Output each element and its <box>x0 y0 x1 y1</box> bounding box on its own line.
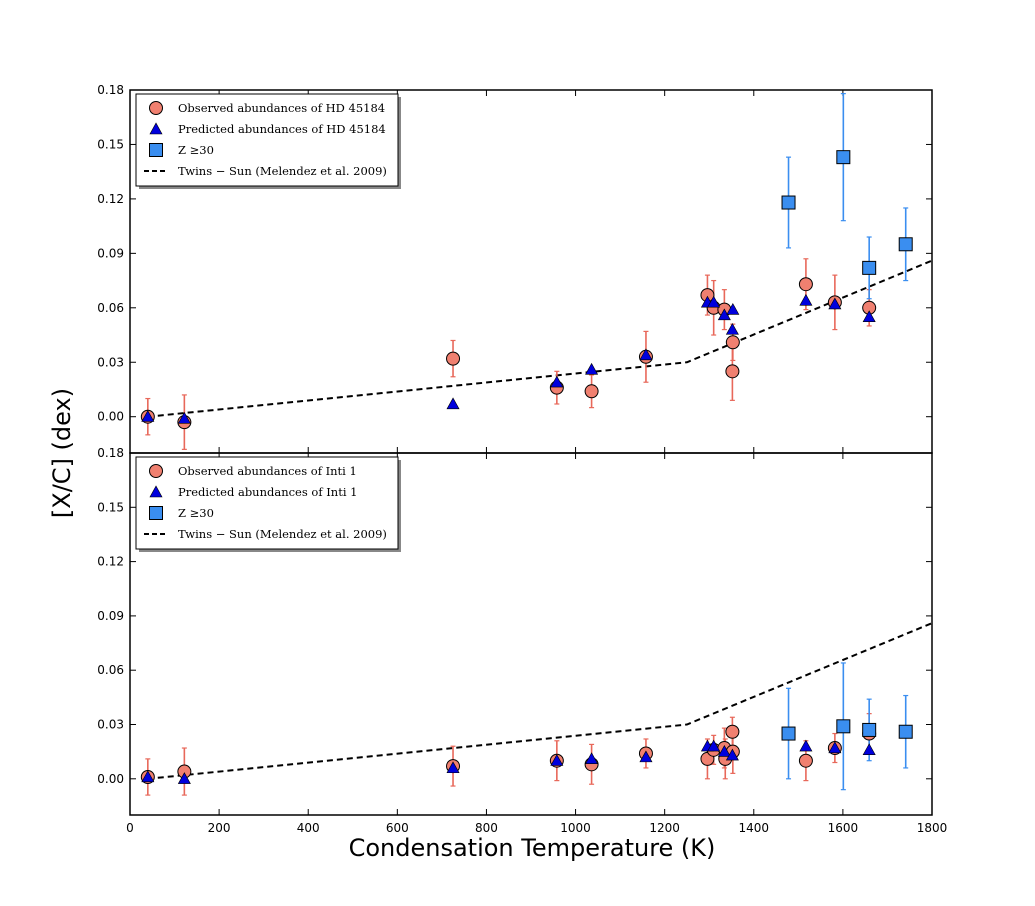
heavy-element-point <box>836 719 851 734</box>
heavy-element-point <box>898 237 913 252</box>
predicted-point <box>717 745 731 757</box>
y-tick-label: 0.12 <box>97 555 124 569</box>
predicted-point <box>177 772 191 784</box>
trend-line <box>147 622 932 780</box>
x-tick-label: 1600 <box>828 821 859 835</box>
y-tick-label: 0.18 <box>97 83 124 97</box>
predicted-point <box>446 397 460 410</box>
y-tick-label: 0.15 <box>97 137 124 151</box>
legend-box <box>135 456 399 550</box>
predicted-point <box>799 739 813 752</box>
predicted-point <box>141 770 155 783</box>
heavy-element-point <box>862 260 877 275</box>
legend-heavy-icon <box>149 506 163 520</box>
legend-label: Observed abundances of Inti 1 <box>178 464 357 478</box>
observed-point <box>798 753 813 768</box>
x-tick-label: 1000 <box>560 821 591 835</box>
x-axis-ticks: 0 200 400 600 800 1000 1200 1400 1600 1800 <box>126 821 947 835</box>
x-tick-label: 1800 <box>917 821 948 835</box>
predicted-point <box>828 297 842 310</box>
plot-frame <box>129 452 933 816</box>
x-axis-title: Condensation Temperature (K) <box>349 834 716 862</box>
predicted-point <box>862 310 876 322</box>
legend-label: Predicted abundances of Inti 1 <box>178 485 357 499</box>
predicted-point <box>725 748 739 761</box>
y-tick-label: 0.15 <box>97 500 124 514</box>
y-tick-label: 0.18 <box>97 446 124 460</box>
legend-label: Z ≥30 <box>178 506 214 520</box>
legend-label: Predicted abundances of HD 45184 <box>178 122 386 136</box>
predicted-point <box>828 741 842 754</box>
x-tick-label: 600 <box>386 821 409 835</box>
y-tick-label: 0.00 <box>97 772 124 786</box>
legend-box <box>135 93 399 187</box>
y-tick-label: 0.06 <box>97 663 124 677</box>
predicted-point <box>550 375 564 388</box>
y-tick-label: 0.03 <box>97 718 124 732</box>
legend: Observed abundances of Inti 1 Predicted a… <box>135 456 401 552</box>
legend-predicted-icon <box>149 122 163 135</box>
predicted-point <box>585 362 599 375</box>
heavy-element-point <box>836 150 851 165</box>
trend-line <box>147 259 932 418</box>
observed-point <box>725 724 740 739</box>
legend-label: Observed abundances of HD 45184 <box>178 101 385 115</box>
observed-point <box>725 335 740 350</box>
legend-label: Twins − Sun (Melendez et al. 2009) <box>178 164 387 178</box>
x-tick-label: 400 <box>297 821 320 835</box>
predicted-point <box>707 295 721 308</box>
legend-observed-icon <box>149 464 163 478</box>
legend: Observed abundances of HD 45184 Predicted… <box>135 93 401 189</box>
heavy-element-point <box>862 722 877 737</box>
predicted-point <box>550 754 564 766</box>
plot-area <box>140 622 932 796</box>
legend-observed-icon <box>149 101 163 115</box>
predicted-point <box>725 322 739 335</box>
heavy-element-point <box>781 195 796 210</box>
x-tick-label: 800 <box>475 821 498 835</box>
legend-predicted-icon <box>149 485 163 498</box>
observed-point <box>446 351 461 366</box>
bottom-panel: 0.00 0.03 0.06 0.09 0.12 0.15 0.18 Observed abu… <box>97 446 933 816</box>
observed-point <box>584 384 599 399</box>
x-tick-label: 0 <box>126 821 134 835</box>
legend-label: Z ≥30 <box>178 143 214 157</box>
y-axis-title: [X/C] (dex) <box>48 388 76 518</box>
predicted-point <box>799 293 813 306</box>
plot-area <box>140 93 932 450</box>
predicted-point <box>707 739 721 752</box>
predicted-point <box>726 302 740 315</box>
legend-heavy-icon <box>149 143 163 157</box>
predicted-point <box>141 410 155 422</box>
legend-label: Twins − Sun (Melendez et al. 2009) <box>178 527 387 541</box>
top-panel: 0.00 0.03 0.06 0.09 0.12 0.15 0.18 Observed abu… <box>97 83 933 454</box>
predicted-point <box>639 750 653 763</box>
observed-point <box>798 277 813 292</box>
x-tick-label: 1400 <box>739 821 770 835</box>
y-tick-label: 0.09 <box>97 246 124 260</box>
y-tick-label: 0.03 <box>97 355 124 369</box>
predicted-point <box>446 761 460 774</box>
predicted-point <box>862 743 876 755</box>
x-tick-label: 1200 <box>649 821 680 835</box>
observed-point <box>725 364 740 379</box>
predicted-point <box>585 752 599 764</box>
predicted-point <box>177 411 191 424</box>
y-tick-label: 0.09 <box>97 609 124 623</box>
y-tick-label: 0.12 <box>97 192 124 206</box>
predicted-point <box>639 348 653 361</box>
x-tick-label: 200 <box>208 821 231 835</box>
heavy-element-point <box>898 724 913 739</box>
y-tick-label: 0.00 <box>97 410 124 424</box>
y-tick-label: 0.06 <box>97 301 124 315</box>
heavy-element-point <box>781 726 796 741</box>
